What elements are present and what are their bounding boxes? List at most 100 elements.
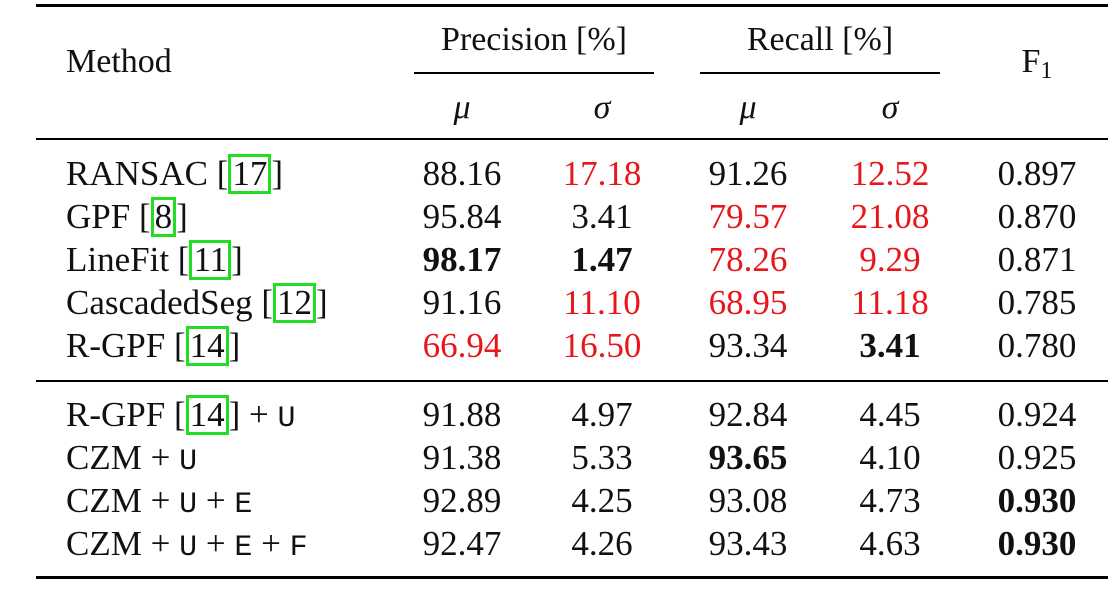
top-rule bbox=[36, 4, 1108, 7]
value-ps: 5.33 bbox=[571, 438, 633, 477]
value-f1: 0.897 bbox=[997, 154, 1077, 193]
method-cell: R-GPF [14] bbox=[66, 326, 240, 366]
header-method: Method bbox=[66, 43, 172, 80]
value-pm: 91.16 bbox=[422, 283, 502, 322]
method-cell: CZM + U + E bbox=[66, 481, 252, 525]
value-rm: 78.26 bbox=[708, 240, 788, 279]
citation-close: ] bbox=[231, 240, 243, 279]
header-rule bbox=[36, 138, 1108, 140]
value-f1: 0.924 bbox=[997, 395, 1077, 434]
value-pm: 88.16 bbox=[422, 154, 502, 193]
value-rs: 3.41 bbox=[859, 326, 921, 365]
value-ps: 4.26 bbox=[571, 524, 633, 563]
method-name: R-GPF [ bbox=[66, 395, 186, 434]
bottom-rule bbox=[36, 576, 1108, 579]
method-flag: E bbox=[234, 488, 253, 522]
value-rs: 4.45 bbox=[859, 395, 921, 434]
value-f1: 0.780 bbox=[997, 326, 1077, 365]
value-f1: 0.870 bbox=[997, 197, 1077, 236]
value-rm: 93.08 bbox=[708, 481, 788, 520]
recall-subrule bbox=[700, 72, 940, 74]
value-pm: 92.47 bbox=[422, 524, 502, 563]
value-rs: 4.63 bbox=[859, 524, 921, 563]
method-cell: GPF [8] bbox=[66, 197, 188, 237]
value-rs: 9.29 bbox=[859, 240, 921, 279]
value-rs: 21.08 bbox=[850, 197, 930, 236]
value-f1: 0.930 bbox=[997, 481, 1077, 520]
value-rs: 11.18 bbox=[851, 283, 929, 322]
citation-link[interactable]: 14 bbox=[185, 326, 229, 366]
method-flag: U bbox=[179, 531, 198, 565]
header-recall-sigma: σ bbox=[881, 89, 899, 126]
header-f1: F1 bbox=[972, 42, 1102, 91]
citation-link[interactable]: 8 bbox=[150, 197, 177, 237]
value-ps: 17.18 bbox=[562, 154, 642, 193]
method-name: GPF [ bbox=[66, 197, 151, 236]
header-recall: Recall [%] bbox=[746, 21, 894, 58]
method-cell: RANSAC [17] bbox=[66, 154, 283, 194]
value-rm: 93.65 bbox=[708, 438, 788, 477]
value-f1: 0.930 bbox=[997, 524, 1077, 563]
header-precision-mu: μ bbox=[453, 89, 471, 126]
group-rule bbox=[36, 380, 1108, 382]
value-rs: 12.52 bbox=[850, 154, 930, 193]
value-pm: 98.17 bbox=[422, 240, 502, 279]
citation-close: ] bbox=[176, 197, 188, 236]
method-name: CZM + bbox=[66, 524, 180, 563]
method-cell: CZM + U bbox=[66, 438, 197, 482]
value-rm: 79.57 bbox=[708, 197, 788, 236]
header-recall-mu: μ bbox=[739, 89, 757, 126]
method-name: CZM + bbox=[66, 438, 180, 477]
citation-link[interactable]: 12 bbox=[273, 283, 317, 323]
citation-close: ] bbox=[228, 326, 241, 365]
method-flag: F bbox=[289, 531, 308, 565]
precision-subrule bbox=[414, 72, 654, 74]
value-rs: 4.10 bbox=[859, 438, 921, 477]
value-f1: 0.925 bbox=[997, 438, 1077, 477]
value-ps: 16.50 bbox=[562, 326, 642, 365]
method-flag: U bbox=[277, 402, 296, 436]
value-f1: 0.871 bbox=[997, 240, 1077, 279]
method-flag: U bbox=[179, 488, 198, 522]
citation-close: ] + bbox=[228, 395, 278, 434]
method-cell: R-GPF [14] + U bbox=[66, 395, 296, 439]
value-rm: 93.43 bbox=[708, 524, 788, 563]
value-ps: 4.25 bbox=[571, 481, 633, 520]
value-f1: 0.785 bbox=[997, 283, 1077, 322]
method-plus: + bbox=[252, 524, 290, 563]
value-pm: 91.88 bbox=[422, 395, 502, 434]
method-name: R-GPF [ bbox=[66, 326, 186, 365]
method-flag: U bbox=[179, 445, 198, 479]
citation-close: ] bbox=[271, 154, 284, 193]
method-cell: CZM + U + E + F bbox=[66, 524, 308, 568]
value-rm: 92.84 bbox=[708, 395, 788, 434]
method-flag: E bbox=[234, 531, 253, 565]
method-cell: CascadedSeg [12] bbox=[66, 283, 328, 323]
method-name: CascadedSeg [ bbox=[66, 283, 274, 322]
value-pm: 66.94 bbox=[422, 326, 502, 365]
citation-link[interactable]: 14 bbox=[185, 395, 229, 435]
value-ps: 4.97 bbox=[571, 395, 633, 434]
citation-link[interactable]: 11 bbox=[189, 240, 232, 280]
f1-base: F bbox=[1021, 43, 1041, 80]
value-rm: 91.26 bbox=[708, 154, 788, 193]
header-precision: Precision [%] bbox=[440, 21, 627, 58]
value-ps: 11.10 bbox=[563, 283, 641, 322]
method-name: RANSAC [ bbox=[66, 154, 229, 193]
value-pm: 92.89 bbox=[422, 481, 502, 520]
method-cell: LineFit [11] bbox=[66, 240, 243, 280]
method-name: LineFit [ bbox=[66, 240, 190, 279]
value-rs: 4.73 bbox=[859, 481, 921, 520]
citation-close: ] bbox=[316, 283, 328, 322]
method-plus: + bbox=[197, 481, 235, 520]
value-pm: 91.38 bbox=[422, 438, 502, 477]
value-rm: 93.34 bbox=[708, 326, 788, 365]
citation-link[interactable]: 17 bbox=[228, 154, 272, 194]
value-rm: 68.95 bbox=[708, 283, 788, 322]
f1-subscript: 1 bbox=[1040, 58, 1053, 84]
value-pm: 95.84 bbox=[422, 197, 502, 236]
value-ps: 3.41 bbox=[571, 197, 633, 236]
method-plus: + bbox=[197, 524, 235, 563]
method-name: CZM + bbox=[66, 481, 180, 520]
header-precision-sigma: σ bbox=[593, 89, 611, 126]
